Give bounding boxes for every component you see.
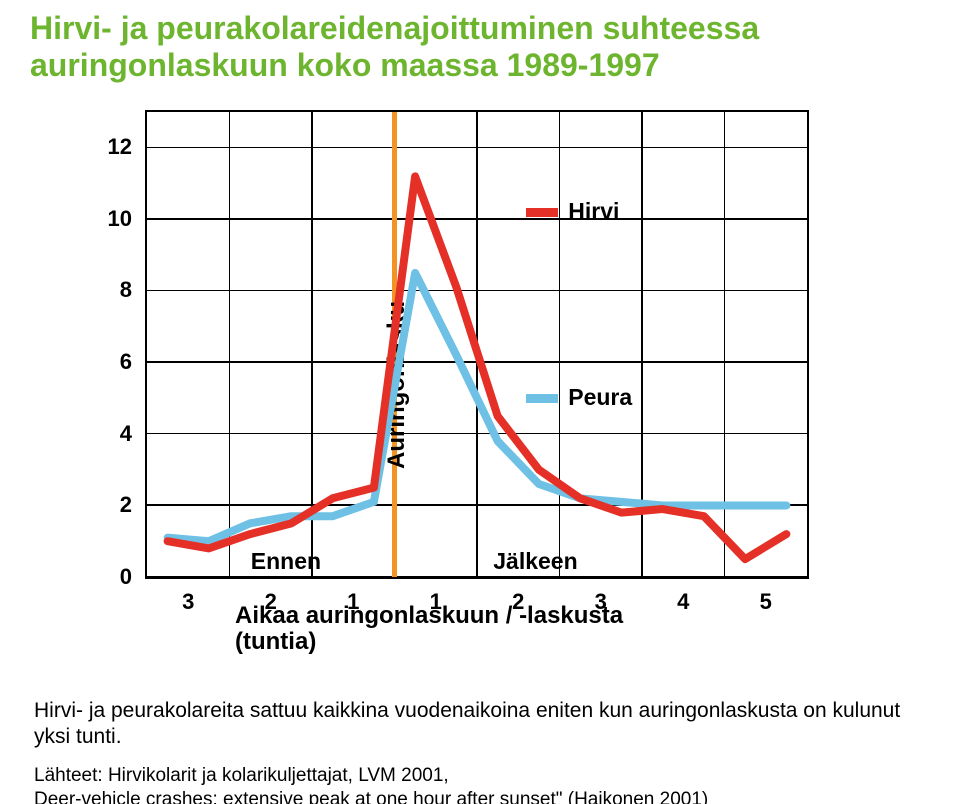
x-tick-label: 3 — [182, 589, 194, 615]
references: Lähteet: Hirvikolarit ja kolarikuljettaj… — [34, 764, 930, 804]
y-tick-label: 8 — [120, 277, 132, 303]
y-tick-label: 12 — [108, 134, 132, 160]
y-tick-label: 10 — [108, 206, 132, 232]
title-line2: auringonlaskuun koko maassa 1989-1997 — [30, 47, 660, 83]
ref-line2: Deer-vehicle crashes: extensive peak at … — [34, 789, 708, 804]
plot-area: 02468101232112345AuringonlaskuEnnenJälke… — [145, 110, 809, 579]
y-tick-label: 0 — [120, 564, 132, 590]
x-tick-label: 5 — [760, 589, 772, 615]
ref-line1: Lähteet: Hirvikolarit ja kolarikuljettaj… — [34, 765, 449, 786]
y-tick-label: 4 — [120, 421, 132, 447]
y-tick-label: 6 — [120, 349, 132, 375]
y-tick-label: 2 — [120, 492, 132, 518]
page: Hirvi- ja peurakolareidenajoittuminen su… — [0, 0, 960, 804]
title-line1: Hirvi- ja peurakolareidenajoittuminen su… — [30, 10, 759, 46]
x-tick-label: 4 — [677, 589, 689, 615]
page-title: Hirvi- ja peurakolareidenajoittuminen su… — [30, 10, 930, 84]
x-axis-label: Aikaa auringonlaskuun / -laskusta (tunti… — [235, 603, 645, 656]
caption: Hirvi- ja peurakolareita sattuu kaikkina… — [34, 698, 930, 751]
series-peura-line — [168, 273, 787, 541]
chart: Puolen tunnin sisällä sattuneiden kolare… — [30, 90, 850, 650]
chart-lines — [147, 112, 807, 577]
